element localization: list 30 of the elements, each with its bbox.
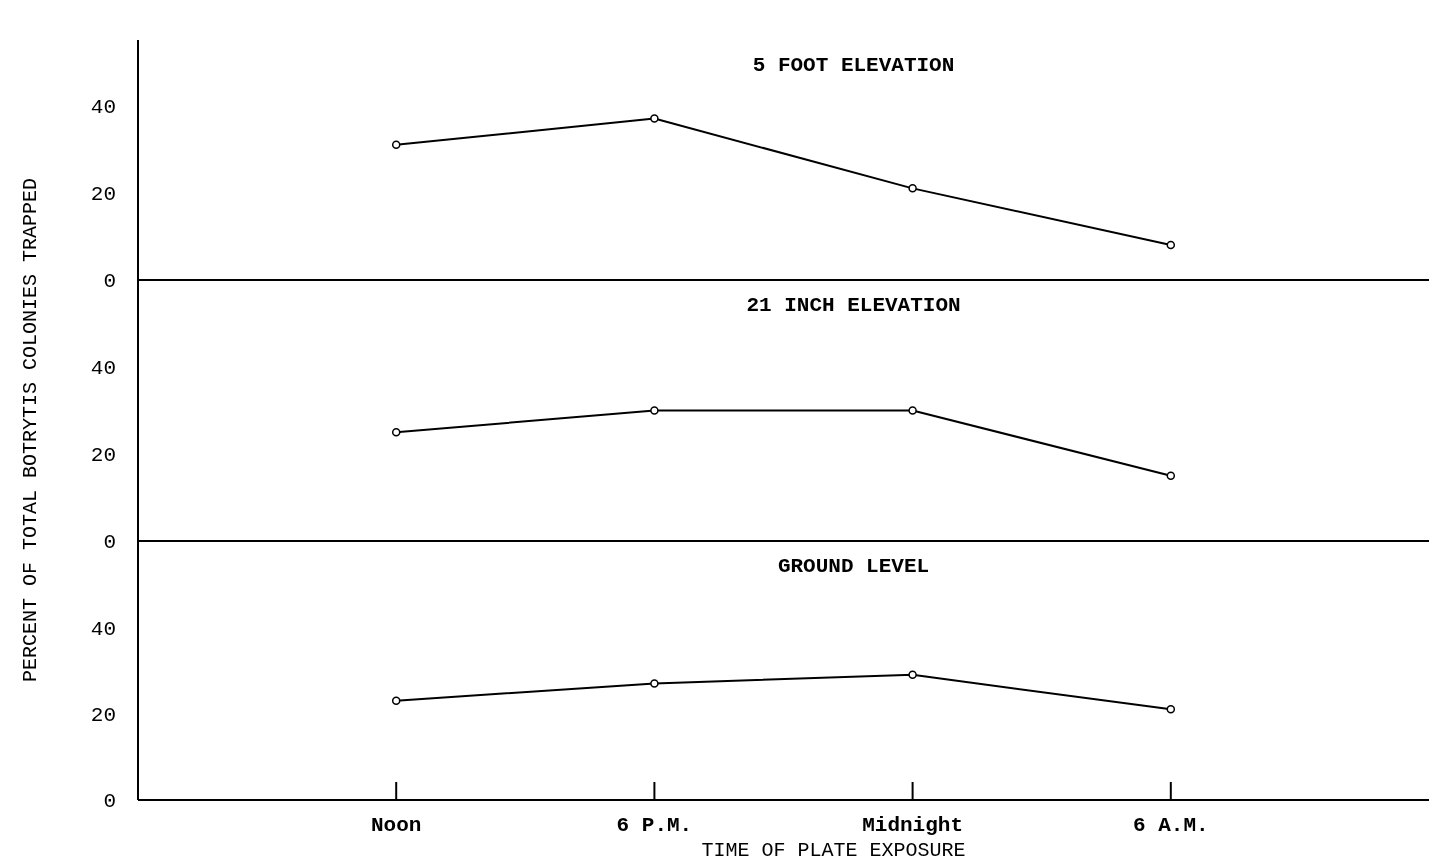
point [650,114,659,123]
point [391,696,401,705]
y-tick-label: 0 [103,790,116,814]
y-tick-label: 20 [90,183,116,207]
y-axis-title: PERCENT OF TOTAL BOTRYTIS COLONIES TRAPPED [19,177,42,683]
point [391,140,401,149]
point [650,679,659,688]
x-tick-label: Midnight [862,814,964,837]
point [908,406,917,415]
x-tick-label: 6 P.M. [616,814,693,837]
point [391,428,401,437]
y-tick-label: 40 [90,357,116,381]
point [908,670,917,680]
y-tick-label: 40 [90,95,116,119]
y-tick-label: 0 [103,270,116,294]
y-tick-label: 20 [90,704,116,728]
point [1166,705,1176,714]
y-tick-label: 0 [103,531,116,555]
x-axis-title: TIME OF PLATE EXPOSURE [701,839,966,862]
text: 21 INCH ELEVATION [746,294,961,317]
x-tick-label: Noon [370,814,422,837]
y-tick-label: 40 [90,617,116,641]
text: GROUND LEVEL [777,555,930,578]
text: 5 FOOT ELEVATION [752,54,955,77]
point [1166,240,1176,250]
point [908,184,917,193]
y-tick-label: 20 [90,444,116,468]
point [650,406,659,415]
point [1166,471,1176,480]
x-tick-label: 6 A.M. [1132,814,1209,837]
